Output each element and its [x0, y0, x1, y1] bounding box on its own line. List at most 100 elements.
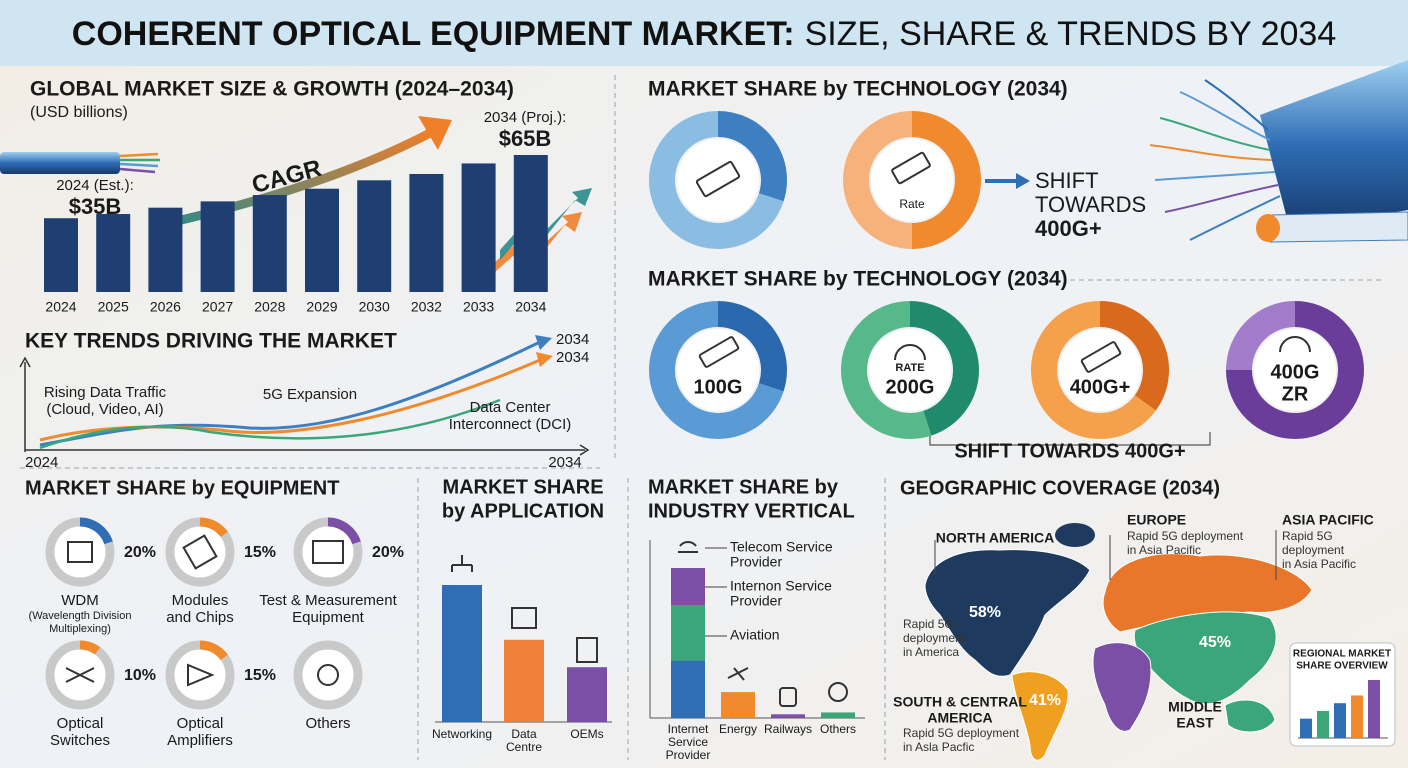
data-label: 20%	[372, 544, 404, 561]
overview-title: SHARE OVERVIEW	[1296, 661, 1388, 672]
x-tick-label: 2034	[515, 299, 546, 315]
ring-arc	[199, 517, 228, 538]
icons	[65, 151, 1311, 707]
fibers	[1149, 79, 1281, 241]
fiber	[1154, 171, 1276, 181]
section-title: KEY TRENDS DRIVING THE MARKET	[25, 330, 397, 353]
region-name: EAST	[1176, 715, 1214, 731]
bar	[1334, 703, 1346, 738]
map-greenland	[1055, 523, 1095, 547]
x-tick-label: OEMs	[570, 727, 603, 741]
item-name: Amplifiers	[167, 732, 233, 749]
section-title: MARKET SHARE by TECHNOLOGY (2034)	[648, 78, 1068, 101]
icon-transceiver	[698, 336, 740, 368]
donut-center	[869, 329, 951, 411]
cagr-arrow	[154, 128, 435, 231]
section-title: MARKET SHARE by	[648, 476, 839, 498]
segment-label: Internon Service	[730, 578, 832, 594]
data-label: 15%	[244, 544, 276, 561]
fiber	[1159, 117, 1271, 151]
donut-segment	[909, 301, 979, 436]
item-name: WDM	[61, 592, 99, 609]
fiber	[1149, 144, 1273, 161]
growth-arrow	[495, 212, 582, 272]
trend-label: Interconnect (DCI)	[449, 416, 572, 433]
trend-axes	[19, 356, 590, 456]
shift-label: TOWARDS	[1035, 192, 1146, 217]
title-rest: SIZE, SHARE & TRENDS BY 2034	[805, 15, 1337, 53]
region-note: in America	[903, 645, 959, 659]
item-name: Test & Measurement	[259, 592, 397, 609]
trend-arrow	[536, 352, 553, 367]
icon-train	[779, 687, 797, 707]
bar	[1300, 718, 1312, 738]
item-name: Optical	[177, 715, 224, 732]
section-title: MARKET SHARE	[442, 476, 603, 498]
segment-label: Provider	[730, 554, 782, 570]
icon-gauge	[1279, 336, 1311, 353]
x-tick-label: 2026	[150, 299, 181, 315]
section-title: GEOGRAPHIC COVERAGE (2034)	[900, 477, 1220, 499]
bar	[1351, 695, 1363, 738]
icon-label: RATE	[895, 362, 924, 374]
donut-segment	[1226, 301, 1364, 439]
cable-right	[1149, 60, 1408, 243]
y-axis-arrow	[19, 356, 31, 368]
region-note: in Asia Pacific	[1127, 543, 1201, 557]
icon-meter	[312, 540, 344, 564]
x-tick-label: Data	[511, 727, 537, 741]
x-tick-label: Others	[820, 722, 856, 736]
section-title: GLOBAL MARKET SIZE & GROWTH (2024–2034)	[30, 78, 514, 101]
trend-end-label: 2034	[556, 331, 589, 348]
item-name: Optical	[57, 715, 104, 732]
x-tick-label: 2032	[411, 299, 442, 315]
region-name: SOUTH & CENTRAL	[893, 694, 1027, 710]
data-label: $65B	[499, 126, 552, 151]
segment-label: Telecom Service	[730, 539, 833, 555]
data-label: 15%	[244, 667, 276, 684]
cable-body	[1260, 60, 1408, 230]
donut-segment	[1099, 301, 1169, 411]
bar	[200, 201, 235, 292]
donut-segment	[717, 111, 787, 202]
bar	[305, 188, 339, 292]
trend-label: (Cloud, Video, AI)	[46, 401, 163, 418]
shift-label: SHIFT	[1035, 168, 1099, 193]
icon-transceiver	[695, 160, 741, 198]
donut-label: 400G	[1271, 361, 1320, 383]
bar	[1317, 710, 1329, 738]
region-name: EUROPE	[1127, 512, 1186, 528]
x-tick-label: Provider	[666, 748, 711, 762]
bar-segment	[671, 605, 705, 661]
data-label: 41%	[1029, 692, 1061, 709]
x-tick-label: 2027	[202, 299, 233, 315]
donut-segment	[1226, 301, 1296, 371]
donut-label: 100G	[694, 376, 743, 398]
bar	[148, 207, 183, 292]
ring-arc	[79, 517, 113, 545]
bar	[409, 173, 444, 292]
ring-arc	[327, 517, 361, 545]
bar	[252, 195, 287, 292]
x-tick-label: 2029	[306, 299, 337, 315]
bar-segment	[771, 714, 805, 718]
overview-title: REGIONAL MARKET	[1293, 649, 1391, 660]
item-note: (Wavelength Division	[29, 610, 132, 622]
x-tick-label: Networking	[432, 727, 492, 741]
bar	[567, 667, 607, 722]
ring-arc	[199, 640, 228, 661]
trend-curve	[39, 340, 541, 447]
fiber	[119, 152, 159, 158]
bar	[442, 585, 482, 722]
title-bold: COHERENT OPTICAL EQUIPMENT MARKET:	[72, 15, 795, 53]
section-title: MARKET SHARE by EQUIPMENT	[25, 477, 339, 499]
axis-label: 2024	[25, 454, 58, 471]
fiber	[119, 167, 156, 174]
icon-wdm	[67, 541, 93, 563]
donut-segment	[1031, 301, 1156, 439]
map-region	[1102, 553, 1313, 633]
section-title: by APPLICATION	[442, 500, 604, 522]
annotation: 2024 (Est.):	[56, 177, 134, 194]
item-name: Equipment	[292, 609, 365, 626]
